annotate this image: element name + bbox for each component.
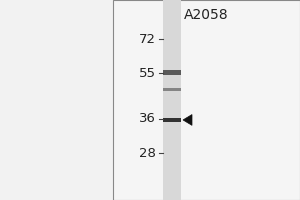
Bar (0, 0, 113, 200)
Bar (163, 88, 181, 91)
Bar (113, 0, 300, 200)
Bar (163, 70, 181, 75)
Bar (163, 0, 181, 200)
Text: 28: 28 (139, 147, 156, 160)
Text: 55: 55 (139, 67, 156, 80)
Text: 36: 36 (139, 112, 156, 126)
Polygon shape (183, 115, 192, 125)
Text: A2058: A2058 (184, 8, 229, 22)
Bar (163, 118, 181, 122)
Text: 72: 72 (139, 33, 156, 46)
